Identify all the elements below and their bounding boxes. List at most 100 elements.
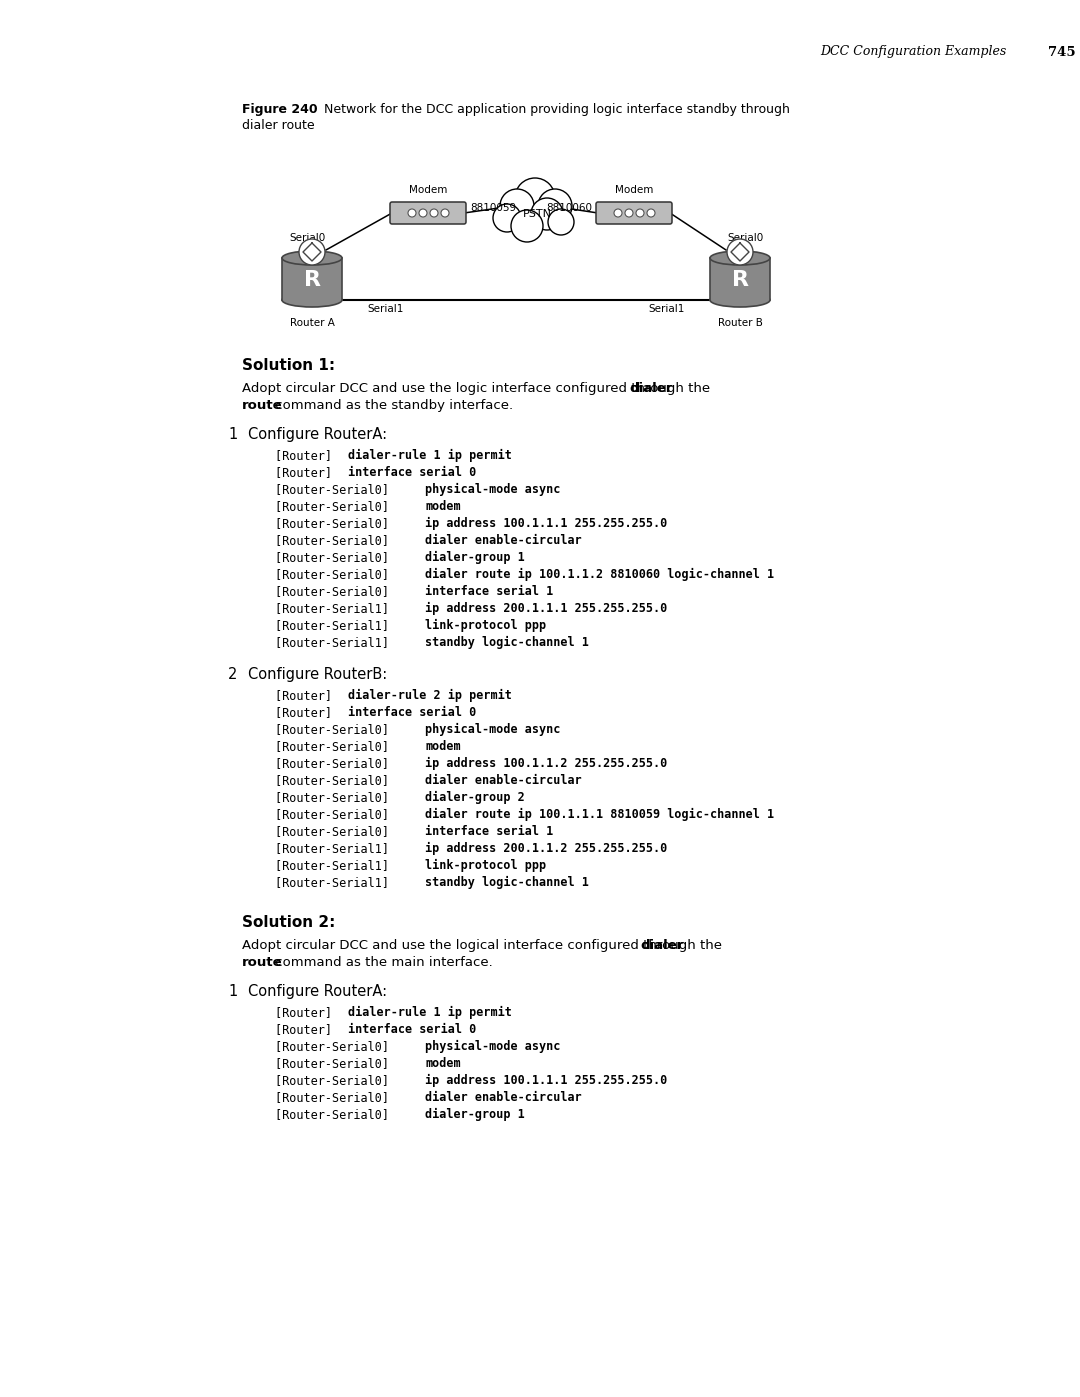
Text: physical-mode async: physical-mode async bbox=[426, 483, 561, 496]
Text: 2: 2 bbox=[228, 666, 238, 682]
Text: Configure RouterA:: Configure RouterA: bbox=[248, 983, 387, 999]
Text: [Router-Serial1]: [Router-Serial1] bbox=[275, 842, 396, 855]
Circle shape bbox=[492, 204, 521, 232]
Text: Configure RouterB:: Configure RouterB: bbox=[248, 666, 388, 682]
Text: [Router-Serial0]: [Router-Serial0] bbox=[275, 550, 396, 564]
Text: dialer route ip 100.1.1.2 8810060 logic-channel 1: dialer route ip 100.1.1.2 8810060 logic-… bbox=[426, 569, 774, 581]
Bar bbox=[710, 258, 770, 300]
Text: R: R bbox=[303, 270, 321, 291]
Text: command as the standby interface.: command as the standby interface. bbox=[271, 400, 513, 412]
Text: [Router]: [Router] bbox=[275, 448, 339, 462]
Text: [Router-Serial0]: [Router-Serial0] bbox=[275, 1039, 396, 1053]
Text: dialer enable-circular: dialer enable-circular bbox=[426, 1091, 582, 1104]
Text: modem: modem bbox=[426, 500, 461, 513]
Text: 8810059: 8810059 bbox=[470, 203, 516, 212]
Circle shape bbox=[727, 239, 753, 265]
Text: [Router-Serial0]: [Router-Serial0] bbox=[275, 1058, 396, 1070]
Text: interface serial 1: interface serial 1 bbox=[426, 585, 553, 598]
Text: dialer-rule 1 ip permit: dialer-rule 1 ip permit bbox=[348, 448, 512, 462]
Circle shape bbox=[625, 210, 633, 217]
Circle shape bbox=[548, 210, 573, 235]
Text: [Router]: [Router] bbox=[275, 689, 339, 703]
Text: 1: 1 bbox=[228, 983, 238, 999]
Text: 8810060: 8810060 bbox=[546, 203, 592, 212]
Text: interface serial 0: interface serial 0 bbox=[348, 467, 476, 479]
Text: [Router-Serial0]: [Router-Serial0] bbox=[275, 1091, 396, 1104]
FancyBboxPatch shape bbox=[390, 203, 465, 224]
Text: Serial1: Serial1 bbox=[367, 305, 403, 314]
Text: Adopt circular DCC and use the logical interface configured through the: Adopt circular DCC and use the logical i… bbox=[242, 939, 726, 951]
Text: dialer: dialer bbox=[640, 939, 684, 951]
Text: [Router-Serial1]: [Router-Serial1] bbox=[275, 636, 396, 650]
Circle shape bbox=[419, 210, 427, 217]
Text: [Router-Serial0]: [Router-Serial0] bbox=[275, 534, 396, 548]
Text: Configure RouterA:: Configure RouterA: bbox=[248, 427, 387, 441]
Text: [Router-Serial0]: [Router-Serial0] bbox=[275, 569, 396, 581]
Text: dialer-group 2: dialer-group 2 bbox=[426, 791, 525, 805]
Text: standby logic-channel 1: standby logic-channel 1 bbox=[426, 636, 589, 650]
Text: Modem: Modem bbox=[615, 184, 653, 196]
Text: dialer route: dialer route bbox=[242, 119, 314, 131]
Ellipse shape bbox=[282, 251, 342, 265]
Text: ip address 100.1.1.2 255.255.255.0: ip address 100.1.1.2 255.255.255.0 bbox=[426, 757, 667, 770]
Text: [Router-Serial0]: [Router-Serial0] bbox=[275, 500, 396, 513]
Text: Router B: Router B bbox=[717, 319, 762, 328]
Text: Modem: Modem bbox=[409, 184, 447, 196]
Text: dialer enable-circular: dialer enable-circular bbox=[426, 774, 582, 787]
Circle shape bbox=[647, 210, 654, 217]
Text: interface serial 0: interface serial 0 bbox=[348, 705, 476, 719]
Text: dialer-rule 2 ip permit: dialer-rule 2 ip permit bbox=[348, 689, 512, 703]
Text: ip address 200.1.1.2 255.255.255.0: ip address 200.1.1.2 255.255.255.0 bbox=[426, 842, 667, 855]
Text: [Router-Serial0]: [Router-Serial0] bbox=[275, 517, 396, 529]
Text: [Router]: [Router] bbox=[275, 467, 339, 479]
Text: route: route bbox=[242, 956, 283, 970]
Text: standby logic-channel 1: standby logic-channel 1 bbox=[426, 876, 589, 888]
Text: dialer enable-circular: dialer enable-circular bbox=[426, 534, 582, 548]
Text: Network for the DCC application providing logic interface standby through: Network for the DCC application providin… bbox=[324, 103, 789, 116]
Text: [Router]: [Router] bbox=[275, 705, 339, 719]
FancyBboxPatch shape bbox=[596, 203, 672, 224]
Ellipse shape bbox=[710, 293, 770, 307]
Text: route: route bbox=[242, 400, 283, 412]
Text: command as the main interface.: command as the main interface. bbox=[271, 956, 492, 970]
Text: 1: 1 bbox=[228, 427, 238, 441]
Text: [Router-Serial0]: [Router-Serial0] bbox=[275, 826, 396, 838]
Circle shape bbox=[441, 210, 449, 217]
Text: [Router-Serial0]: [Router-Serial0] bbox=[275, 1074, 396, 1087]
Text: [Router-Serial0]: [Router-Serial0] bbox=[275, 585, 396, 598]
Text: [Router-Serial0]: [Router-Serial0] bbox=[275, 1108, 396, 1120]
Text: [Router]: [Router] bbox=[275, 1006, 339, 1018]
Text: dialer-group 1: dialer-group 1 bbox=[426, 550, 525, 564]
Text: [Router-Serial0]: [Router-Serial0] bbox=[275, 724, 396, 736]
Circle shape bbox=[500, 189, 534, 224]
Text: interface serial 0: interface serial 0 bbox=[348, 1023, 476, 1037]
Text: Solution 2:: Solution 2: bbox=[242, 915, 336, 930]
Text: [Router-Serial0]: [Router-Serial0] bbox=[275, 757, 396, 770]
Text: Solution 1:: Solution 1: bbox=[242, 358, 335, 373]
Circle shape bbox=[615, 210, 622, 217]
Circle shape bbox=[515, 177, 555, 218]
Text: dialer: dialer bbox=[629, 381, 673, 395]
Circle shape bbox=[636, 210, 644, 217]
Text: dialer route ip 100.1.1.1 8810059 logic-channel 1: dialer route ip 100.1.1.1 8810059 logic-… bbox=[426, 807, 774, 821]
Circle shape bbox=[408, 210, 416, 217]
Text: [Router-Serial1]: [Router-Serial1] bbox=[275, 876, 396, 888]
Circle shape bbox=[299, 239, 325, 265]
Text: [Router-Serial0]: [Router-Serial0] bbox=[275, 774, 396, 787]
Text: dialer-group 1: dialer-group 1 bbox=[426, 1108, 525, 1122]
Text: physical-mode async: physical-mode async bbox=[426, 1039, 561, 1053]
Text: ip address 200.1.1.1 255.255.255.0: ip address 200.1.1.1 255.255.255.0 bbox=[426, 602, 667, 615]
Text: interface serial 1: interface serial 1 bbox=[426, 826, 553, 838]
Circle shape bbox=[511, 210, 543, 242]
Text: [Router]: [Router] bbox=[275, 1023, 339, 1037]
Circle shape bbox=[430, 210, 438, 217]
Text: modem: modem bbox=[426, 740, 461, 753]
Ellipse shape bbox=[282, 293, 342, 307]
Ellipse shape bbox=[710, 251, 770, 265]
Text: [Router-Serial1]: [Router-Serial1] bbox=[275, 619, 396, 631]
Text: DCC Configuration Examples: DCC Configuration Examples bbox=[820, 46, 1007, 59]
Text: modem: modem bbox=[426, 1058, 461, 1070]
Text: [Router-Serial0]: [Router-Serial0] bbox=[275, 740, 396, 753]
Text: Serial0: Serial0 bbox=[727, 233, 764, 243]
Text: ip address 100.1.1.1 255.255.255.0: ip address 100.1.1.1 255.255.255.0 bbox=[426, 517, 667, 529]
